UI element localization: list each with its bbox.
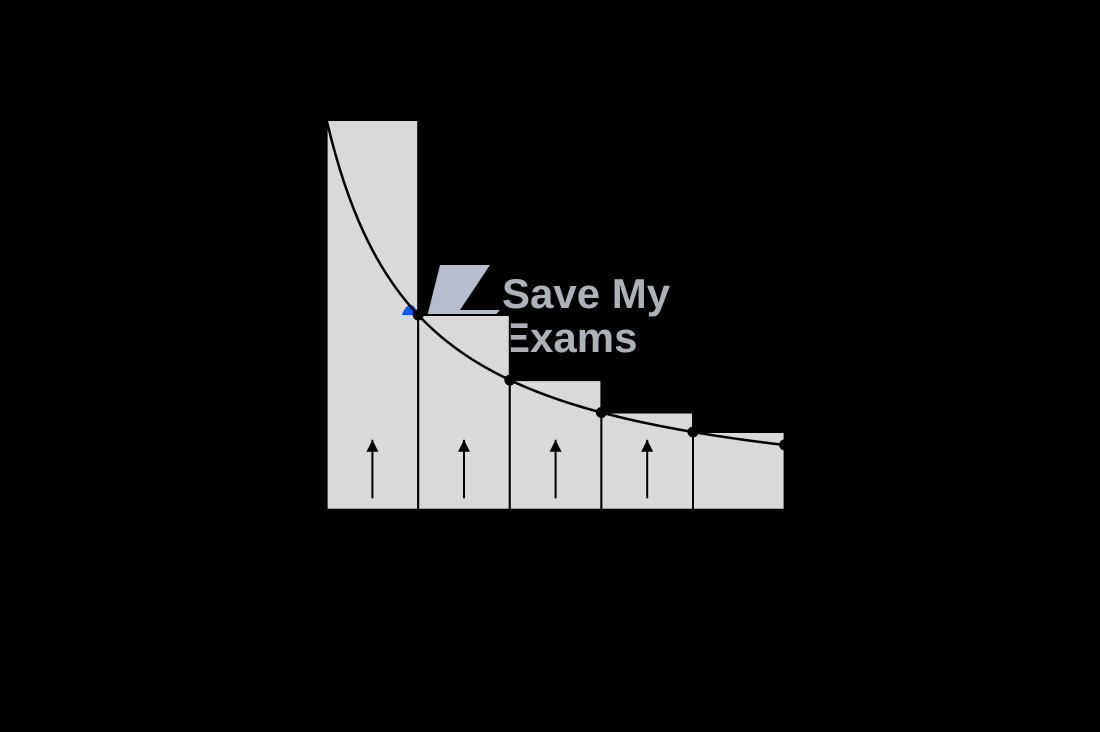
x-tick-label: 1	[321, 520, 332, 545]
diagram-canvas: Save MyExamsxy12345nn + 1hAREAS OF RECTA…	[0, 0, 1100, 732]
ellipsis-dot-icon	[659, 530, 663, 534]
curve-marker	[413, 310, 424, 321]
x-axis-label: x	[852, 494, 866, 525]
curve-marker	[779, 439, 790, 450]
curve-marker	[688, 427, 699, 438]
watermark-text-top: Save My	[502, 270, 671, 317]
x-tick-label: 4	[596, 520, 607, 545]
x-axis-arrowhead-icon	[831, 503, 845, 517]
y-axis-label: y	[214, 37, 230, 68]
curve-marker	[504, 375, 515, 386]
x-tick-label: 2	[413, 520, 424, 545]
x-tick-label: n	[729, 520, 740, 545]
caption-line-2: AREA UNDER THE CURVE	[387, 660, 713, 690]
caption-line-1: AREAS OF RECTANGLES ARE BIGGER THAN	[271, 626, 829, 656]
x-tick-label: n + 1	[765, 520, 813, 545]
watermark-text-bottom: Exams	[502, 314, 637, 361]
curve-marker	[596, 407, 607, 418]
y-axis-arrowhead-icon	[228, 71, 242, 85]
ellipsis-dot-icon	[695, 530, 699, 534]
h-label: h	[366, 555, 379, 584]
x-tick-label: 3	[504, 520, 515, 545]
ellipsis-dot-icon	[677, 530, 681, 534]
